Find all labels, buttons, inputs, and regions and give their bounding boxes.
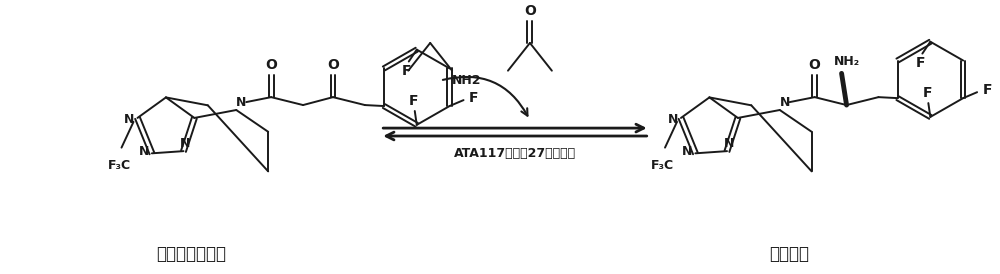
Text: F: F [469, 91, 478, 105]
Text: F: F [982, 83, 992, 97]
Text: N: N [780, 96, 790, 109]
Text: F: F [402, 64, 412, 78]
Text: N: N [139, 145, 149, 158]
Text: N: N [124, 113, 135, 126]
Text: N: N [724, 137, 734, 150]
Text: NH₂: NH₂ [834, 55, 860, 68]
Text: N: N [668, 113, 678, 126]
Text: F: F [916, 56, 925, 70]
Text: F₃C: F₃C [108, 159, 131, 172]
Text: O: O [809, 58, 821, 72]
Text: NH2: NH2 [452, 74, 482, 87]
Text: O: O [265, 58, 277, 72]
Text: 西他列汀: 西他列汀 [769, 245, 809, 263]
Text: 西他列汀前体酮: 西他列汀前体酮 [156, 245, 226, 263]
Text: F: F [923, 86, 932, 100]
Text: N: N [236, 96, 246, 109]
Text: ATA117（改造27个位点）: ATA117（改造27个位点） [454, 147, 576, 160]
Text: O: O [327, 58, 339, 72]
Text: F₃C: F₃C [651, 159, 674, 172]
Text: N: N [180, 137, 191, 150]
Text: F: F [409, 94, 419, 108]
Text: N: N [682, 145, 693, 158]
Text: O: O [524, 4, 536, 18]
